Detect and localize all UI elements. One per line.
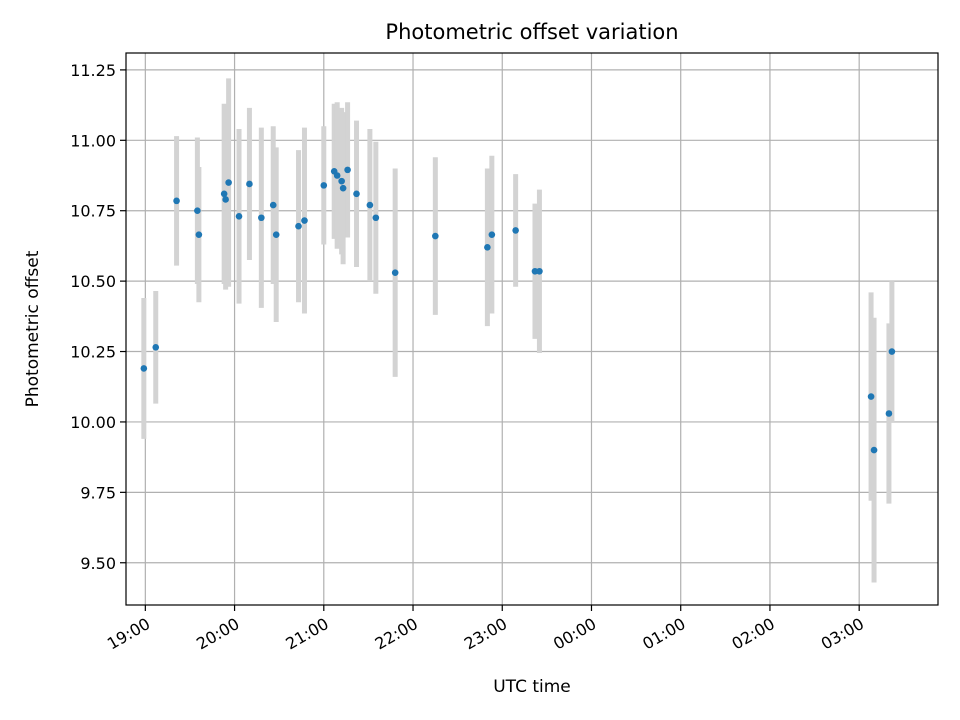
y-tick-label: 11.25	[70, 61, 116, 80]
x-tick-label: 03:00	[818, 614, 867, 654]
data-point	[432, 232, 439, 240]
data-point	[512, 227, 519, 234]
y-tick-label: 10.00	[70, 413, 116, 432]
data-point	[338, 177, 345, 185]
data-point	[173, 197, 180, 205]
data-point	[195, 231, 203, 238]
data-point	[269, 201, 277, 209]
data-point	[140, 365, 148, 372]
data-point	[235, 213, 243, 220]
x-tick-label: 21:00	[282, 614, 331, 654]
data-point	[333, 172, 341, 179]
data-point	[220, 190, 228, 198]
x-tick-label: 22:00	[372, 614, 421, 654]
y-tick-label: 9.50	[80, 554, 116, 573]
data-point	[152, 344, 160, 351]
data-point	[339, 184, 347, 192]
x-tick-label: 02:00	[729, 614, 778, 654]
y-tick-label: 10.50	[70, 272, 116, 291]
chart-title: Photometric offset variation	[385, 20, 678, 44]
x-tick-label: 23:00	[461, 614, 510, 654]
data-point	[258, 214, 265, 222]
y-tick-label: 9.75	[80, 483, 116, 502]
data-point	[246, 180, 253, 188]
data-point	[372, 214, 380, 222]
data-point	[391, 269, 399, 276]
y-tick-label: 10.75	[70, 202, 116, 221]
x-tick-label: 20:00	[193, 614, 242, 654]
data-point	[885, 410, 893, 417]
x-tick-label: 00:00	[550, 614, 599, 654]
error-bars	[141, 78, 895, 583]
data-points	[140, 166, 896, 454]
data-point	[344, 166, 351, 174]
y-axis-label: Photometric offset	[23, 250, 43, 407]
data-point	[536, 267, 543, 275]
y-axis-ticks: 9.50 9.75 10.00 10.25 10.50 10.75 11.00 11.25	[70, 61, 126, 573]
plot-frame	[125, 52, 939, 606]
x-axis-ticks: 19:00 20:00 21:00 22:00 23:00 00:00 01:00 02:00…	[104, 605, 867, 654]
y-tick-label: 10.25	[70, 343, 116, 362]
data-point	[272, 231, 280, 238]
data-point	[320, 182, 328, 189]
data-point	[295, 222, 302, 230]
data-point	[867, 393, 875, 400]
x-tick-label: 19:00	[104, 614, 153, 654]
data-point	[870, 446, 878, 454]
data-point	[488, 231, 496, 238]
data-point	[194, 207, 201, 215]
x-tick-label: 01:00	[639, 614, 688, 654]
data-point	[366, 201, 374, 209]
data-point	[888, 348, 896, 355]
data-point	[353, 190, 360, 198]
data-point	[301, 217, 308, 224]
y-tick-label: 11.00	[70, 131, 116, 150]
data-point	[484, 244, 491, 251]
data-point	[222, 196, 229, 203]
x-axis-label: UTC time	[493, 677, 571, 697]
data-point	[225, 179, 232, 186]
